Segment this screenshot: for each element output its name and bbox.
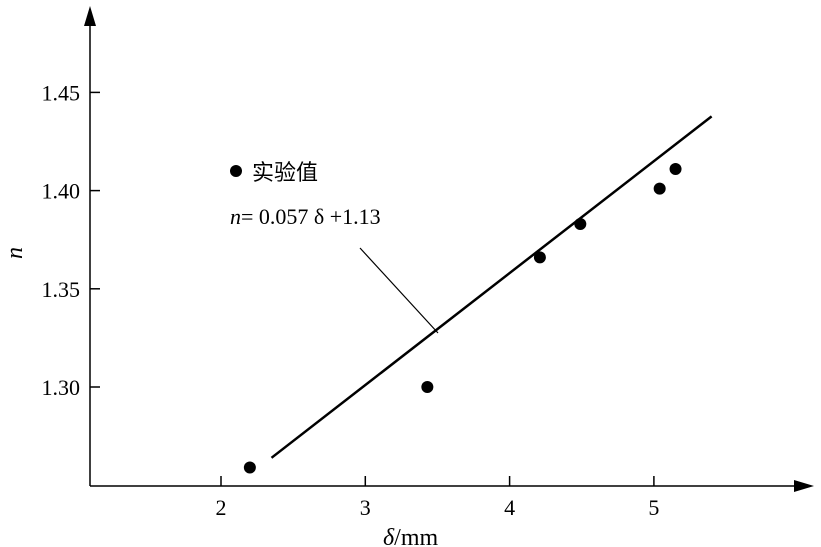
x-tick-label: 5 bbox=[648, 495, 659, 520]
data-point bbox=[669, 162, 682, 175]
data-points bbox=[243, 162, 682, 474]
y-tick-label: 1.45 bbox=[42, 80, 81, 105]
fit-label-leader bbox=[359, 247, 439, 334]
data-point bbox=[533, 251, 546, 264]
x-axis-label: δ/mm bbox=[383, 525, 438, 547]
data-point bbox=[653, 182, 666, 195]
x-tick-label: 4 bbox=[504, 495, 515, 520]
y-ticks: 1.30 1.35 1.40 1.45 bbox=[42, 80, 100, 400]
y-axis-arrow bbox=[84, 6, 96, 26]
legend: 实验值 bbox=[230, 161, 318, 186]
y-tick-label: 1.30 bbox=[42, 375, 81, 400]
x-tick-label: 2 bbox=[216, 495, 227, 520]
x-axis-arrow bbox=[794, 480, 814, 492]
fit-equation-var: n bbox=[230, 204, 241, 229]
x-ticks: 2 3 4 5 bbox=[216, 476, 659, 520]
fit-equation: n= 0.057 δ +1.13 bbox=[230, 204, 381, 229]
y-tick-label: 1.35 bbox=[42, 277, 81, 302]
y-tick-label: 1.40 bbox=[42, 179, 81, 204]
data-point bbox=[421, 381, 434, 393]
data-point bbox=[574, 217, 587, 230]
fit-line bbox=[270, 115, 713, 459]
y-axis-label: n bbox=[2, 247, 28, 259]
legend-label: 实验值 bbox=[252, 161, 318, 186]
fit-equation-rest: = 0.057 δ +1.13 bbox=[241, 204, 381, 229]
data-point bbox=[243, 461, 256, 474]
x-axis-symbol: δ bbox=[383, 525, 395, 547]
legend-marker bbox=[230, 165, 242, 177]
x-axis-unit: /mm bbox=[394, 525, 438, 547]
axes bbox=[84, 6, 814, 492]
x-tick-label: 3 bbox=[360, 495, 371, 520]
